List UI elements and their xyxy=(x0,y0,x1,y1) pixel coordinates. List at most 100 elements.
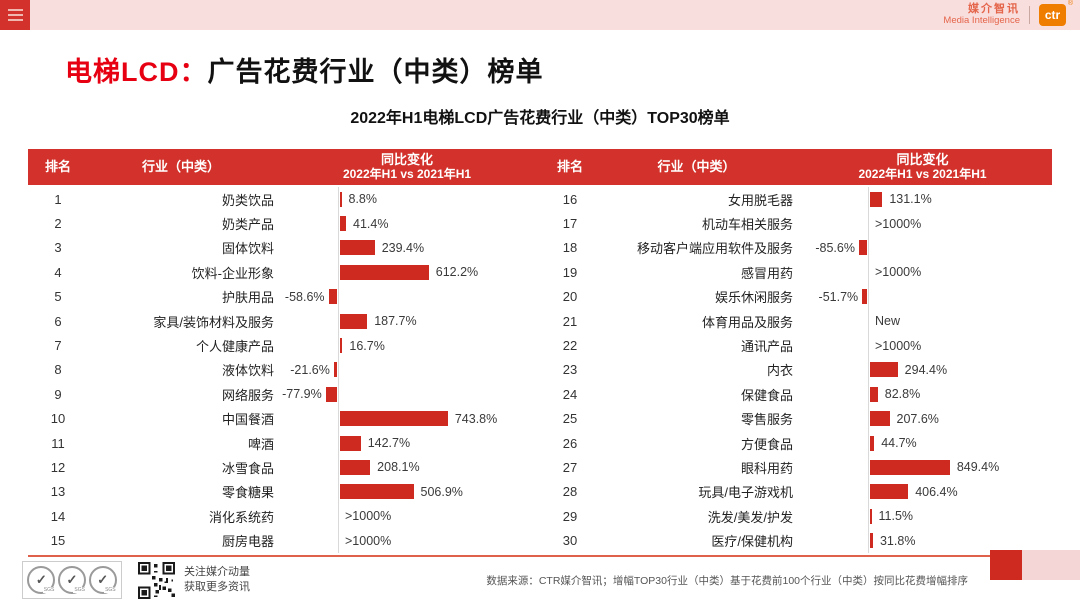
data-source-note: 数据来源：CTR媒介智讯；增幅TOP30行业（中类）基于花费前100个行业（中类… xyxy=(486,574,968,587)
positive-bar-zone: 612.2% xyxy=(338,264,540,280)
change-bar xyxy=(870,386,878,402)
rank-cell: 30 xyxy=(562,533,578,549)
table-row: 7 个人健康产品 16.7% xyxy=(28,333,540,357)
rank-cell: 27 xyxy=(562,459,578,475)
rank-cell: 13 xyxy=(50,484,66,500)
table-row: 5 护肤用品 -58.6% xyxy=(28,285,540,309)
positive-bar-zone: 82.8% xyxy=(868,386,1052,402)
change-value-label: 208.1% xyxy=(377,460,420,475)
change-value-label: New xyxy=(875,314,901,329)
industry-cell: 娱乐休闲服务 xyxy=(714,290,793,306)
positive-bar-zone: 743.8% xyxy=(338,411,540,427)
table-row: 26 方便食品 44.7% xyxy=(540,431,1052,455)
table-row: 1 奶类饮品 8.8% xyxy=(28,187,540,211)
change-bar xyxy=(340,338,343,354)
positive-bar-zone: 31.8% xyxy=(868,533,1052,549)
change-bar xyxy=(340,216,346,232)
rank-cell: 26 xyxy=(562,435,578,451)
change-value-label: >1000% xyxy=(875,216,922,231)
change-value-label: -77.9% xyxy=(282,387,322,402)
change-value-label: >1000% xyxy=(875,265,922,280)
change-bar xyxy=(870,459,950,475)
sgs-label: SGS xyxy=(42,587,56,593)
change-header-line2: 2022年H1 vs 2021年H1 xyxy=(858,166,987,181)
industry-cell: 体育用品及服务 xyxy=(701,314,793,330)
rank-cell: 28 xyxy=(562,484,578,500)
change-header-line1: 同比变化 xyxy=(896,151,949,167)
change-bar xyxy=(340,435,361,451)
registered-trademark-icon: ® xyxy=(1067,0,1073,7)
industry-cell: 奶类饮品 xyxy=(221,192,274,208)
sgs-certification-logos: ✓ SGS ✓ SGS ✓ SGS xyxy=(22,561,122,599)
rank-cell: 4 xyxy=(54,264,62,280)
brand-area: 媒介智讯 Media Intelligence ctr ® xyxy=(943,0,1080,26)
change-bar xyxy=(862,289,867,305)
positive-bar-zone: 142.7% xyxy=(338,435,540,451)
industry-cell: 眼科用药 xyxy=(740,460,793,476)
change-value-label: 142.7% xyxy=(367,436,411,451)
industry-cell: 饮料-企业形象 xyxy=(191,265,274,281)
change-value-label: 41.4% xyxy=(353,216,389,231)
change-value-label: -85.6% xyxy=(815,240,855,255)
sgs-certification-icon: ✓ SGS xyxy=(57,566,86,594)
rank-cell: 17 xyxy=(562,216,578,232)
chart-title: 2022年H1电梯LCD广告花费行业（中类）TOP30榜单 xyxy=(350,110,730,127)
brand-name-cn: 媒介智讯 xyxy=(968,3,1020,16)
rank-cell: 16 xyxy=(562,191,578,207)
industry-column-header: 行业（中类） xyxy=(141,158,220,174)
change-value-label: >1000% xyxy=(875,338,922,353)
industry-cell: 方便食品 xyxy=(740,436,793,452)
sgs-certification-icon: ✓ SGS xyxy=(27,566,56,594)
industry-cell: 液体饮料 xyxy=(221,363,274,379)
ranking-tables: 排名 行业（中类） 同比变化 2022年H1 vs 2021年H1 排名 行业（… xyxy=(28,149,1052,557)
table-body-left: 1 奶类饮品 8.8% 2 奶类产品 41.4% 3 固体饮料 xyxy=(28,185,540,555)
change-value-label: 11.5% xyxy=(878,509,914,524)
table-row: 4 饮料-企业形象 612.2% xyxy=(28,260,540,284)
change-value-label: 44.7% xyxy=(881,436,917,451)
change-value-label: -58.6% xyxy=(284,289,325,304)
change-value-label: >1000% xyxy=(345,509,392,524)
change-bar xyxy=(328,289,337,305)
sgs-label: SGS xyxy=(104,587,117,593)
industry-cell: 消化系统药 xyxy=(208,509,274,525)
change-value-label: 82.8% xyxy=(884,387,921,402)
rank-cell: 29 xyxy=(562,508,578,524)
table-row: 16 女用脱毛器 131.1% xyxy=(540,187,1052,211)
positive-bar-zone: >1000% xyxy=(868,217,1052,231)
footer-decoration-pink-block xyxy=(1022,550,1080,580)
change-value-label: 506.9% xyxy=(420,484,463,499)
hamburger-menu-icon[interactable] xyxy=(0,0,30,30)
table-row: 19 感冒用药 >1000% xyxy=(540,260,1052,284)
change-bar xyxy=(340,191,342,207)
table-row: 11 啤酒 142.7% xyxy=(28,431,540,455)
change-bar xyxy=(333,362,337,378)
rank-cell: 5 xyxy=(54,289,62,305)
table-row: 15 厨房电器 >1000% xyxy=(28,528,540,552)
industry-column-header: 行业（中类） xyxy=(657,158,736,174)
rank-column-header: 排名 xyxy=(44,158,71,174)
change-bar xyxy=(325,386,337,402)
industry-cell: 奶类产品 xyxy=(221,217,274,233)
change-value-label: 239.4% xyxy=(381,240,425,255)
change-column-header: 同比变化 2022年H1 vs 2021年H1 xyxy=(793,151,1052,182)
table-body-right: 16 女用脱毛器 131.1% 17 机动车相关服务 >1000% 18 移动客… xyxy=(540,185,1052,555)
industry-cell: 个人健康产品 xyxy=(195,339,274,355)
rank-cell: 18 xyxy=(562,240,578,256)
positive-bar-zone: 16.7% xyxy=(338,338,540,354)
change-bar xyxy=(870,484,909,500)
positive-bar-zone: 41.4% xyxy=(338,216,540,232)
rank-cell: 9 xyxy=(54,386,62,402)
sgs-label: SGS xyxy=(73,587,86,593)
negative-bar-zone: -51.7% xyxy=(793,289,868,305)
change-bar xyxy=(340,411,448,427)
positive-bar-zone: 8.8% xyxy=(338,191,540,207)
rank-column-header: 排名 xyxy=(556,158,583,174)
rank-cell: 21 xyxy=(562,313,578,329)
table-row: 25 零售服务 207.6% xyxy=(540,407,1052,431)
change-bar xyxy=(870,411,890,427)
industry-cell: 机动车相关服务 xyxy=(701,217,793,233)
table-row: 18 移动客户端应用软件及服务 -85.6% xyxy=(540,236,1052,260)
industry-cell: 移动客户端应用软件及服务 xyxy=(636,241,793,257)
table-row: 29 洗发/美发/护发 11.5% xyxy=(540,504,1052,528)
table-row: 6 家具/装饰材料及服务 187.7% xyxy=(28,309,540,333)
